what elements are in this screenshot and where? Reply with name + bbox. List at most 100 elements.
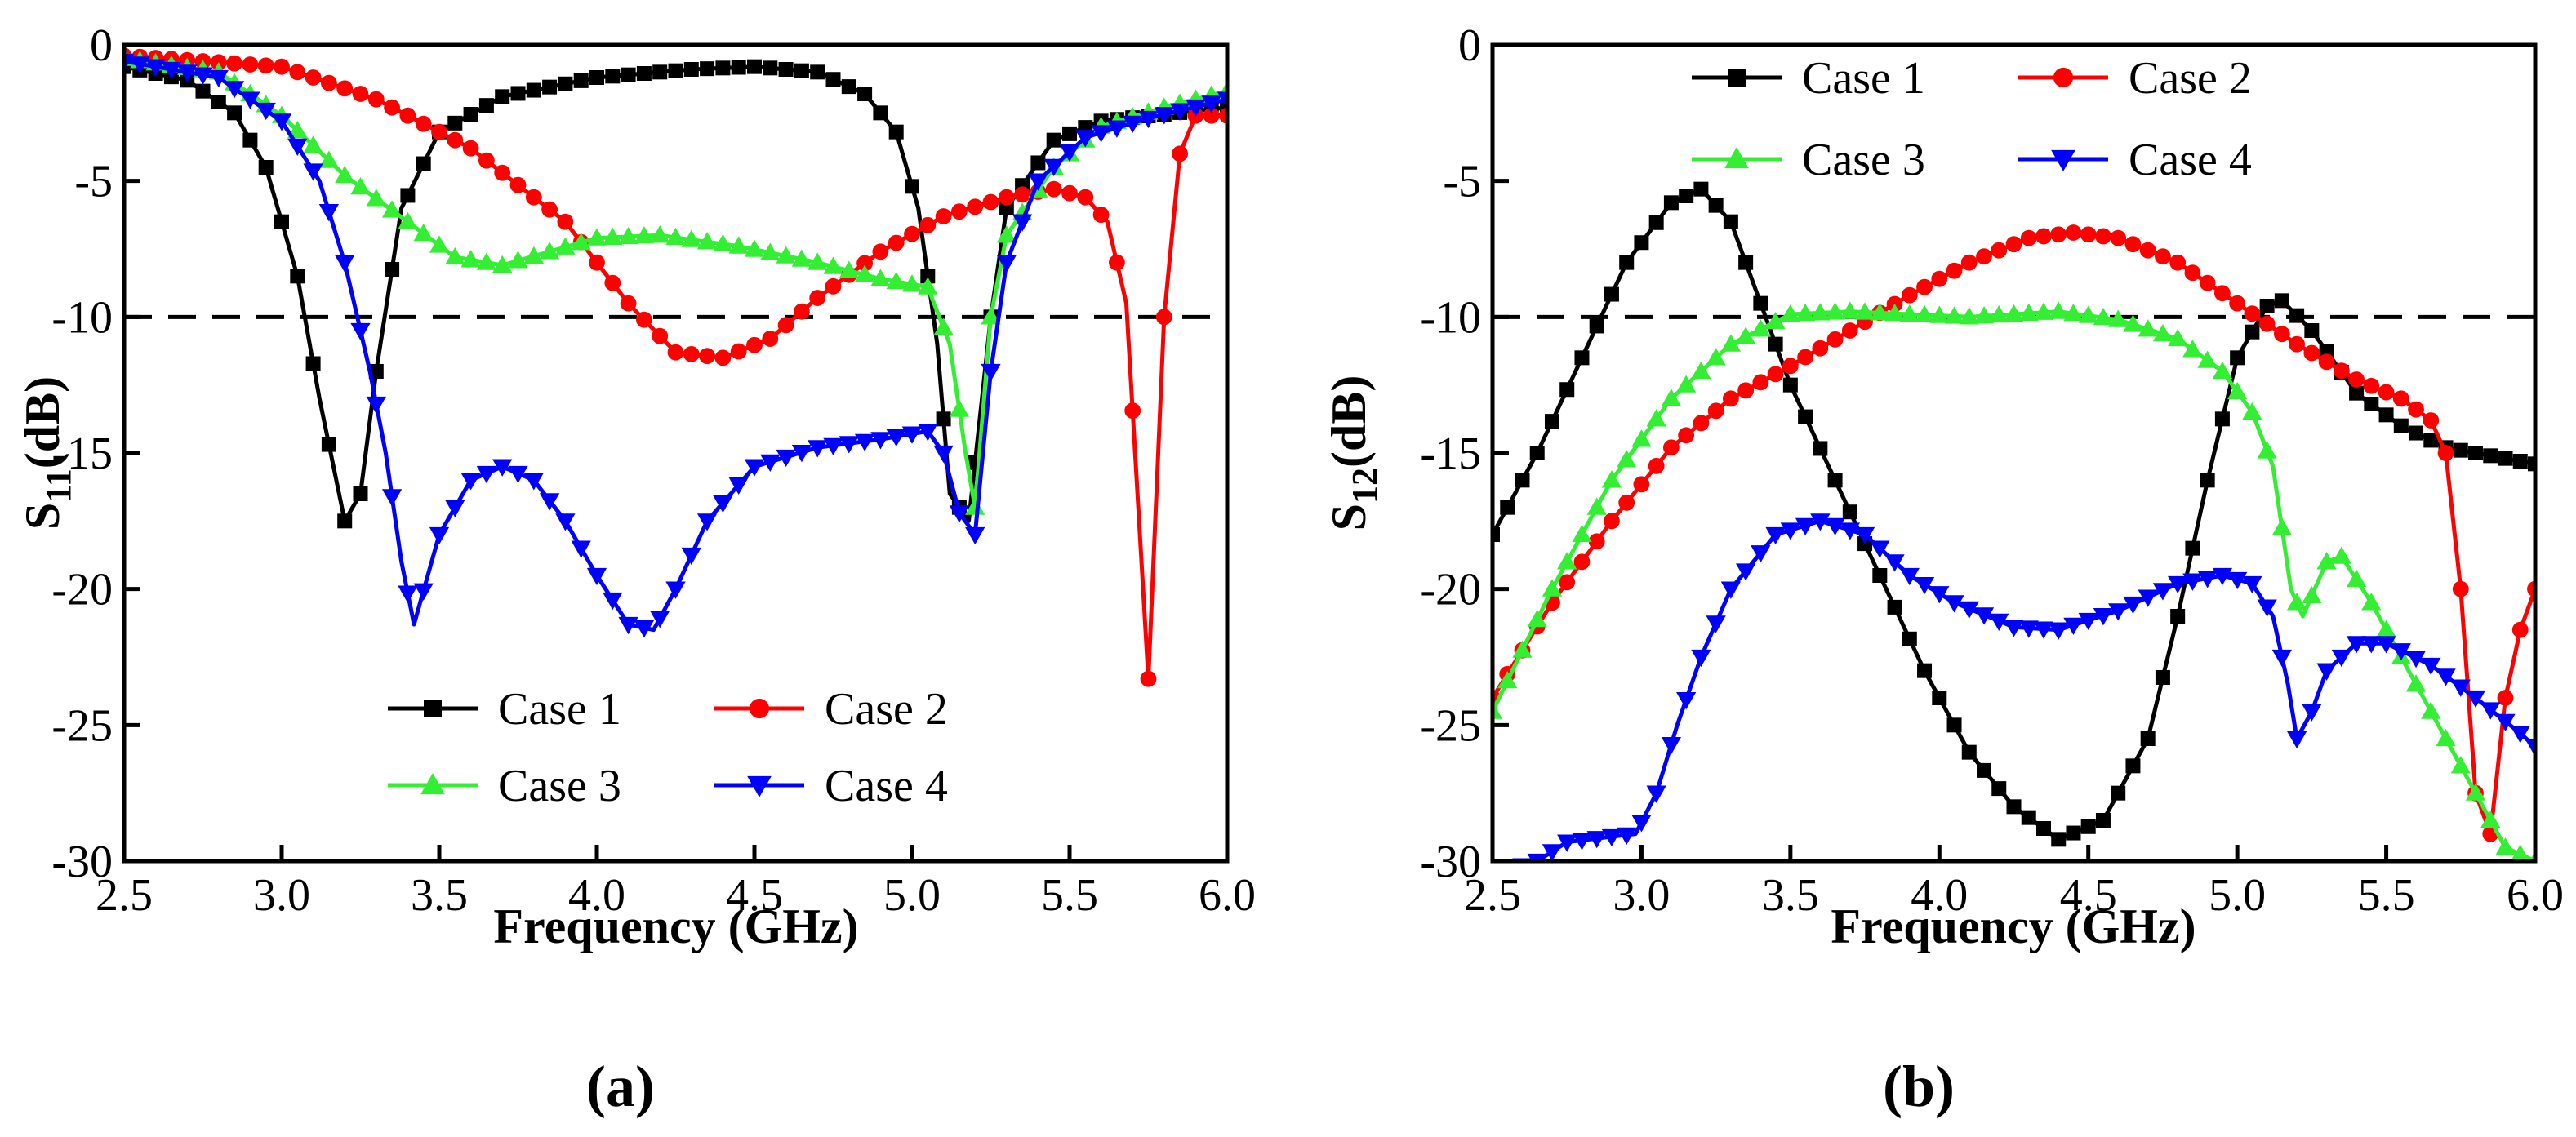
data-point <box>681 547 701 566</box>
data-point <box>2259 299 2275 313</box>
data-point <box>2182 573 2203 591</box>
data-point <box>1155 309 1172 326</box>
data-point <box>1691 361 1711 380</box>
data-point <box>776 246 796 264</box>
data-point <box>949 505 970 523</box>
data-point <box>1901 286 1918 304</box>
data-point <box>350 322 371 341</box>
data-point <box>2495 837 2516 855</box>
data-point <box>1929 586 1950 604</box>
data-point <box>873 105 888 121</box>
x-tick-label: 3.5 <box>1762 870 1819 921</box>
data-point <box>683 62 699 77</box>
data-point <box>1617 827 1637 846</box>
data-point <box>2333 362 2350 380</box>
data-point <box>2437 445 2454 461</box>
x-tick-label: 4.0 <box>568 870 625 921</box>
data-point <box>1512 640 1533 658</box>
data-point <box>1203 107 1220 124</box>
data-point <box>1106 120 1128 138</box>
data-point <box>1186 99 1206 118</box>
panel-label: (a) <box>586 1054 655 1119</box>
data-point <box>1588 533 1605 550</box>
data-point <box>193 67 213 85</box>
x-tick-label: 5.5 <box>1041 870 1098 921</box>
data-point <box>227 105 242 121</box>
data-point <box>731 60 746 75</box>
data-point <box>240 91 260 109</box>
series-line <box>124 56 1227 510</box>
data-point <box>2303 344 2320 362</box>
data-point <box>242 56 259 73</box>
legend-marker <box>749 698 770 719</box>
data-point <box>1646 409 1666 427</box>
data-point <box>1977 762 1992 778</box>
data-point <box>1827 473 1843 488</box>
data-point <box>2421 657 2441 676</box>
data-point <box>1572 524 1592 543</box>
legend-entry-case-4: Case 4 <box>714 761 948 811</box>
data-point <box>2465 690 2486 708</box>
data-point <box>2168 575 2188 594</box>
data-point <box>573 73 589 88</box>
data-point <box>665 227 686 246</box>
data-point <box>918 277 938 295</box>
data-point <box>981 363 1001 382</box>
legend-entry-case-3: Case 3 <box>388 761 621 811</box>
data-point <box>208 69 229 88</box>
data-point <box>2316 552 2337 570</box>
data-point <box>1601 828 1622 847</box>
data-point <box>2078 305 2098 323</box>
data-point <box>429 526 450 545</box>
legend-marker <box>2051 149 2075 171</box>
data-point <box>2245 324 2260 340</box>
data-point <box>1586 497 1607 515</box>
data-point <box>1884 554 1905 572</box>
data-point <box>256 102 276 121</box>
data-point <box>2274 293 2289 309</box>
data-point <box>1899 567 1920 586</box>
data-point <box>226 55 242 72</box>
data-point <box>557 213 574 230</box>
data-point <box>696 232 718 250</box>
legend-entry-case-2: Case 2 <box>2018 53 2252 104</box>
data-point <box>603 592 623 611</box>
series-case-2 <box>124 47 1227 687</box>
legend-entry-case-2: Case 2 <box>714 684 948 735</box>
y-tick-label: -25 <box>51 700 113 751</box>
data-point <box>2304 323 2320 338</box>
data-point <box>224 81 245 99</box>
data-point <box>1604 286 1619 302</box>
data-point <box>1092 207 1110 223</box>
data-point <box>1795 517 1816 536</box>
data-point <box>2363 377 2380 394</box>
data-point <box>2376 636 2396 654</box>
y-tick-label: -15 <box>51 429 113 479</box>
data-point <box>2155 670 2170 685</box>
data-point <box>1720 581 1742 599</box>
data-point <box>2331 546 2351 564</box>
data-point <box>1633 476 1650 493</box>
data-point <box>2110 229 2127 246</box>
y-axis-title-main: S <box>1322 504 1376 531</box>
data-point <box>1780 522 1801 540</box>
data-point <box>1661 389 1682 406</box>
data-point <box>1123 115 1143 133</box>
data-point <box>274 214 289 229</box>
y-axis-title-subscript: 12 <box>1345 468 1385 504</box>
data-point <box>2227 381 2248 400</box>
data-point <box>998 189 1015 206</box>
data-point <box>1493 527 1500 542</box>
data-point <box>2080 819 2096 834</box>
data-point <box>492 255 513 273</box>
data-point <box>1916 278 1933 295</box>
data-point <box>810 64 825 80</box>
data-point <box>1515 473 1530 488</box>
y-tick-label: -10 <box>51 292 113 343</box>
data-point <box>1782 358 1799 375</box>
data-point <box>509 176 527 193</box>
data-point <box>1648 215 1664 230</box>
data-point <box>605 69 621 84</box>
data-point <box>2138 589 2158 607</box>
data-point <box>1976 248 1992 265</box>
